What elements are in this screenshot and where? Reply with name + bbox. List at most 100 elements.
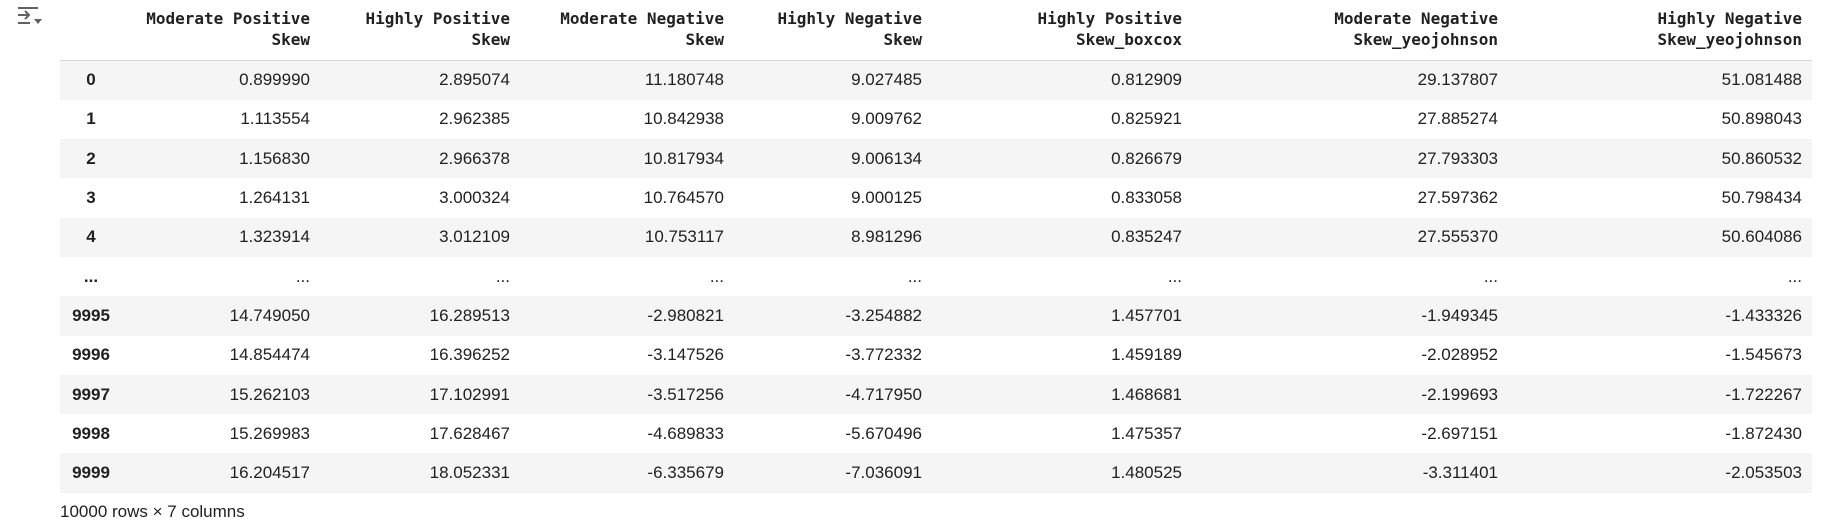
table-cell: 0.826679 xyxy=(1111,148,1182,168)
table-cell: 16.289513 xyxy=(429,305,510,325)
row-index: 9997 xyxy=(72,384,110,404)
table-cell: 1.156830 xyxy=(239,148,310,168)
dataframe-shape-text: 10000 rows × 7 columns xyxy=(60,502,245,521)
table-row: 4 1.323914 3.012109 10.753117 8.981296 0.8352… xyxy=(60,217,1812,257)
table-cell: 9.027485 xyxy=(851,70,922,90)
column-header: Highly Positive Skew_boxcox xyxy=(932,0,1192,61)
column-header: Moderate Negative Skew xyxy=(520,0,734,61)
table-cell: -1.545673 xyxy=(1725,345,1802,365)
table-cell: 0.825921 xyxy=(1111,109,1182,129)
table-cell: 1.264131 xyxy=(239,188,310,208)
table-cell: 15.262103 xyxy=(229,384,310,404)
dataframe-container: Moderate Positive Skew Highly Positive Skew… xyxy=(60,0,1812,493)
table-cell: 10.753117 xyxy=(644,227,724,247)
table-cell: ... xyxy=(1787,266,1802,286)
table-cell: 14.854474 xyxy=(229,345,310,365)
table-cell: 1.113554 xyxy=(240,109,310,129)
table-row: 9996 14.854474 16.396252 -3.147526 -3.772332… xyxy=(60,335,1812,375)
table-cell: -5.670496 xyxy=(845,423,922,443)
header-row: Moderate Positive Skew Highly Positive Skew… xyxy=(60,0,1812,61)
table-cell: -2.028952 xyxy=(1421,345,1498,365)
table-cell: ... xyxy=(907,266,922,286)
table-cell: 51.081488 xyxy=(1721,70,1802,90)
row-index: ... xyxy=(83,266,99,286)
table-cell: 16.204517 xyxy=(229,463,310,483)
table-row: 0 0.899990 2.895074 11.180748 9.027485 0.8129… xyxy=(60,60,1812,100)
table-cell: -3.311401 xyxy=(1422,463,1498,483)
column-header-line: Highly Positive xyxy=(365,9,511,28)
table-cell: -1.722267 xyxy=(1725,384,1802,404)
table-cell: -2.053503 xyxy=(1725,463,1802,483)
table-cell: -2.980821 xyxy=(647,305,724,325)
column-header-line: Skew_yeojohnson xyxy=(1657,30,1803,49)
table-cell: 18.052331 xyxy=(429,463,510,483)
table-cell: -1.872430 xyxy=(1725,423,1802,443)
column-header: Moderate Negative Skew_yeojohnson xyxy=(1192,0,1508,61)
table-cell: 17.102991 xyxy=(429,384,510,404)
table-cell: 3.012109 xyxy=(439,227,510,247)
table-cell: ... xyxy=(1483,266,1498,286)
row-index: 9999 xyxy=(72,463,110,483)
column-header: Highly Negative Skew_yeojohnson xyxy=(1508,0,1812,61)
table-cell: 10.842938 xyxy=(643,109,724,129)
table-header: Moderate Positive Skew Highly Positive Skew… xyxy=(60,0,1812,61)
row-index: 4 xyxy=(86,227,96,247)
column-header-line: Skew xyxy=(685,30,724,49)
table-cell: 50.898043 xyxy=(1721,109,1802,129)
table-cell: 9.006134 xyxy=(851,148,922,168)
table-row: 2 1.156830 2.966378 10.817934 9.006134 0.8266… xyxy=(60,139,1812,179)
table-cell: ... xyxy=(1167,266,1182,286)
dataframe-table: Moderate Positive Skew Highly Positive Skew… xyxy=(60,0,1812,493)
table-cell: 27.597362 xyxy=(1417,188,1498,208)
table-cell: 2.962385 xyxy=(439,109,510,129)
table-row: 9999 16.204517 18.052331 -6.335679 -7.036091… xyxy=(60,453,1812,493)
table-cell: 9.000125 xyxy=(851,188,922,208)
table-cell: 27.555370 xyxy=(1417,227,1498,247)
table-cell: 50.798434 xyxy=(1721,188,1802,208)
table-cell: 1.468681 xyxy=(1111,384,1182,404)
table-body: 0 0.899990 2.895074 11.180748 9.027485 0.8129… xyxy=(60,60,1812,493)
column-header-line: Skew xyxy=(271,30,310,49)
table-cell: 27.885274 xyxy=(1417,109,1498,129)
table-cell: 1.459189 xyxy=(1111,345,1182,365)
output-settings-icon[interactable] xyxy=(16,4,44,28)
table-cell: 0.833058 xyxy=(1111,188,1182,208)
row-index: 9996 xyxy=(72,345,110,365)
row-index: 9998 xyxy=(72,423,110,443)
column-header-line: Moderate Positive xyxy=(146,9,310,28)
row-index: 0 xyxy=(86,70,96,90)
table-cell: 27.793303 xyxy=(1417,148,1498,168)
column-header-line: Highly Negative xyxy=(777,9,923,28)
table-cell: 2.895074 xyxy=(439,70,510,90)
table-row: 9997 15.262103 17.102991 -3.517256 -4.717950… xyxy=(60,374,1812,415)
table-cell: -6.335679 xyxy=(647,463,724,483)
row-index: 2 xyxy=(86,148,96,168)
column-header-line: Highly Positive xyxy=(1037,9,1183,28)
table-cell: ... xyxy=(495,266,510,286)
table-cell: ... xyxy=(295,266,310,286)
column-header-line: Moderate Negative xyxy=(560,9,724,28)
table-cell: 15.269983 xyxy=(229,423,310,443)
table-row: 9998 15.269983 17.628467 -4.689833 -5.670496… xyxy=(60,414,1812,454)
table-cell: 0.812909 xyxy=(1111,70,1182,90)
table-cell: 2.966378 xyxy=(439,148,510,168)
table-cell: ... xyxy=(709,266,724,286)
index-header xyxy=(60,0,120,61)
column-header: Highly Negative Skew xyxy=(734,0,932,61)
table-cell: -1.949345 xyxy=(1421,305,1498,325)
column-header-line: Skew_yeojohnson xyxy=(1353,30,1499,49)
table-cell: 1.475357 xyxy=(1111,423,1182,443)
table-cell: -3.254882 xyxy=(845,305,922,325)
table-cell: 11.180748 xyxy=(644,70,724,90)
table-cell: 14.749050 xyxy=(229,305,310,325)
table-cell: 0.835247 xyxy=(1111,227,1182,247)
table-cell: 16.396252 xyxy=(429,345,510,365)
table-cell: -2.199693 xyxy=(1421,384,1498,404)
table-cell: -3.147526 xyxy=(647,345,724,365)
table-cell: -7.036091 xyxy=(845,463,922,483)
column-header-line: Skew_boxcox xyxy=(1076,30,1182,49)
column-header: Moderate Positive Skew xyxy=(120,0,320,61)
column-header: Highly Positive Skew xyxy=(320,0,520,61)
column-header-line: Skew xyxy=(471,30,510,49)
